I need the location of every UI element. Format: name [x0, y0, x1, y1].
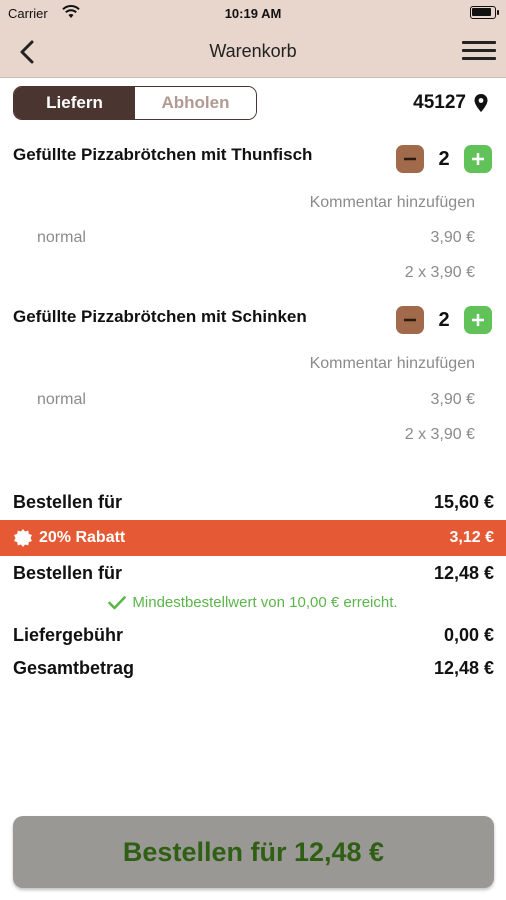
total-value: 12,48 €: [433, 658, 494, 678]
discount-bar: 20% Rabatt 3,12 €: [0, 520, 506, 556]
delivery-fee-value: 0,00 €: [443, 625, 494, 645]
discount-badge-icon: [14, 529, 32, 547]
add-comment-link[interactable]: Kommentar hinzufügen: [309, 194, 475, 211]
total-row: Gesamtbetrag 12,48 €: [13, 658, 494, 679]
increase-quantity-button[interactable]: [464, 306, 492, 334]
back-button[interactable]: [14, 38, 42, 66]
decrease-quantity-button[interactable]: [396, 306, 424, 334]
subtotal-label: Bestellen für: [13, 492, 123, 512]
wifi-icon: [62, 5, 80, 22]
item-quantity: 2: [438, 308, 450, 331]
item-quantity: 2: [438, 147, 450, 170]
item-line-total: 2 x 3,90 €: [404, 264, 475, 281]
item-line-total: 2 x 3,90 €: [404, 426, 475, 443]
min-order-note: Mindestbestellwert von 10,00 € erreicht.: [0, 594, 506, 611]
item-unit-price: 3,90 €: [430, 391, 475, 408]
battery-icon: [470, 6, 499, 19]
add-comment-link[interactable]: Kommentar hinzufügen: [309, 355, 475, 372]
location-pin-icon: [474, 94, 488, 112]
discounted-subtotal-row: Bestellen für 12,48 €: [13, 563, 494, 584]
delivery-fee-row: Liefergebühr 0,00 €: [13, 625, 494, 646]
item-unit-price: 3,90 €: [430, 229, 475, 246]
postal-code: 45127: [413, 92, 466, 113]
tab-abholen[interactable]: Abholen: [135, 87, 256, 119]
tab-liefern[interactable]: Liefern: [14, 87, 135, 119]
subtotal-row: Bestellen für 15,60 €: [13, 492, 494, 513]
plus-icon: [472, 153, 484, 165]
status-bar: Carrier 10:19 AM: [0, 0, 506, 26]
nav-bar: Warenkorb: [0, 26, 506, 78]
item-name: Gefüllte Pizzabrötchen mit Schinken: [13, 307, 307, 326]
delivery-fee-label: Liefergebühr: [13, 625, 124, 645]
page-title: Warenkorb: [209, 41, 297, 61]
carrier-label: Carrier: [8, 6, 48, 21]
delivery-mode-toggle: Liefern Abholen: [13, 86, 257, 120]
item-name: Gefüllte Pizzabrötchen mit Thunfisch: [13, 145, 313, 164]
quantity-stepper: 2: [396, 306, 492, 334]
postal-code-selector[interactable]: 45127: [413, 92, 488, 114]
minus-icon: [404, 157, 416, 161]
decrease-quantity-button[interactable]: [396, 145, 424, 173]
item-variant: normal: [37, 229, 86, 246]
checkmark-icon: [108, 595, 127, 609]
hamburger-menu-icon[interactable]: [462, 38, 496, 66]
quantity-stepper: 2: [396, 145, 492, 173]
increase-quantity-button[interactable]: [464, 145, 492, 173]
discounted-subtotal-label: Bestellen für: [13, 563, 123, 583]
subtotal-value: 15,60 €: [433, 492, 494, 512]
order-button[interactable]: Bestellen für 12,48 €: [13, 816, 494, 888]
plus-icon: [472, 314, 484, 326]
discounted-subtotal-value: 12,48 €: [433, 563, 494, 583]
total-label: Gesamtbetrag: [13, 658, 135, 678]
minus-icon: [404, 318, 416, 322]
clock: 10:19 AM: [224, 6, 282, 21]
discount-value: 3,12 €: [449, 529, 494, 546]
item-variant: normal: [37, 391, 86, 408]
discount-label: 20% Rabatt: [39, 529, 126, 546]
min-order-text: Mindestbestellwert von 10,00 € erreicht.: [132, 594, 398, 611]
chevron-left-icon: [20, 40, 34, 64]
